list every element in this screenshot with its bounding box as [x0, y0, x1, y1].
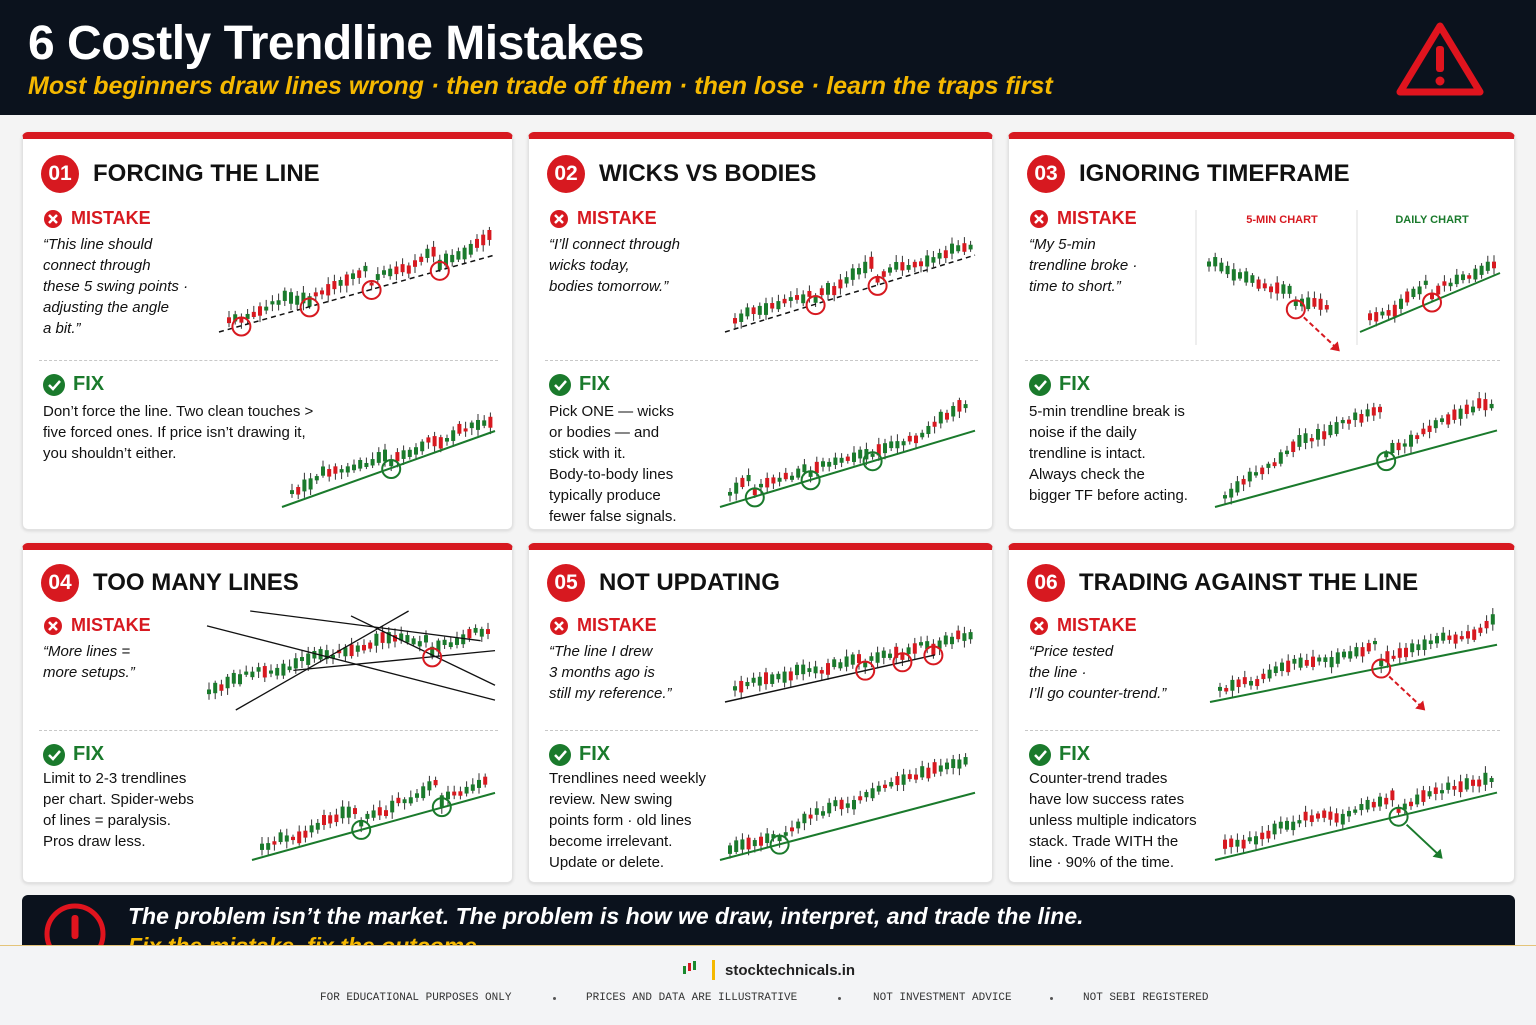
mistake-text: “This line should: [43, 236, 153, 253]
fix-text: Body-to-body lines: [549, 466, 674, 483]
card-title: FORCING THE LINE: [93, 160, 320, 187]
separator-dot: [553, 997, 556, 1000]
subtitle: Most beginners draw lines wrong · then t…: [28, 72, 1053, 100]
mistake-text: still my reference.”: [549, 685, 672, 702]
warning-icon: [1396, 22, 1484, 96]
fix-label: FIX: [73, 373, 105, 395]
fix-text: Trendlines need weekly: [549, 770, 707, 787]
card-title: TOO MANY LINES: [93, 569, 299, 596]
mistake-text: “Price tested: [1029, 643, 1114, 660]
fix-text: you shouldn’t either.: [43, 445, 177, 462]
mistake-label: MISTAKE: [577, 615, 657, 635]
card: 01 FORCING THE LINE MISTAKE “This line shou…: [22, 132, 513, 530]
card-title: TRADING AGAINST THE LINE: [1079, 569, 1419, 596]
mistake-text: “I’ll connect through: [549, 236, 680, 253]
disclaimer: FOR EDUCATIONAL PURPOSES ONLY: [320, 992, 512, 1004]
divider: [39, 730, 498, 731]
mistake-label: MISTAKE: [1057, 208, 1137, 228]
fix-text: become irrelevant.: [549, 833, 673, 850]
fix-text: Don’t force the line. Two clean touches …: [43, 403, 314, 420]
separator-dot: [1050, 997, 1053, 1000]
card-number: 03: [1027, 155, 1065, 193]
fix-text: of lines = paralysis.: [43, 812, 171, 829]
fix-text: typically produce: [549, 487, 661, 504]
brand: stocktechnicals.in: [725, 962, 856, 979]
fix-text: bigger TF before acting.: [1029, 487, 1188, 504]
mistake-label: MISTAKE: [577, 208, 657, 228]
fix-text: Always check the: [1029, 466, 1145, 483]
card-number: 02: [547, 155, 585, 193]
fix-text: Limit to 2-3 trendlines: [43, 770, 187, 787]
card: 03 IGNORING TIMEFRAME MISTAKE “My 5-min tren…: [1008, 132, 1515, 530]
separator-dot: [838, 997, 841, 1000]
card: 05 NOT UPDATING MISTAKE “The line I drew 3 m…: [528, 543, 993, 883]
brand-logo: [683, 960, 715, 980]
mistake-text: the line ·: [1029, 664, 1087, 681]
disclaimer: NOT SEBI REGISTERED: [1083, 992, 1209, 1004]
divider: [545, 360, 978, 361]
mistake-text: wicks today,: [549, 257, 630, 274]
mistake-text: time to short.”: [1029, 278, 1121, 295]
header: 6 Costly Trendline Mistakes Most beginne…: [0, 0, 1536, 115]
mistake-text: trendline broke ·: [1029, 257, 1138, 274]
card-title: WICKS VS BODIES: [599, 160, 817, 187]
card-number: 04: [41, 564, 79, 602]
fix-label: FIX: [579, 373, 611, 395]
fix-text: per chart. Spider-webs: [43, 791, 194, 808]
divider: [1025, 360, 1500, 361]
card: 02 WICKS VS BODIES MISTAKE “I’ll connect th…: [528, 132, 993, 530]
banner-line: The problem isn’t the market. The proble…: [128, 903, 1084, 929]
title: 6 Costly Trendline Mistakes: [28, 17, 645, 70]
fix-text: or bodies — and: [549, 424, 660, 441]
fix-text: Pros draw less.: [43, 833, 146, 850]
mistake-text: bodies tomorrow.”: [549, 278, 669, 295]
mistake-text: 3 months ago is: [549, 664, 655, 681]
disclaimer: PRICES AND DATA ARE ILLUSTRATIVE: [586, 992, 798, 1004]
fix-text: 5-min trendline break is: [1029, 403, 1185, 420]
card-number: 06: [1027, 564, 1065, 602]
mistake-text: adjusting the angle: [43, 299, 169, 316]
mistake-text: connect through: [43, 257, 151, 274]
fix-label: FIX: [73, 743, 105, 765]
mistake-text: these 5 swing points ·: [43, 278, 189, 295]
mistake-text: “My 5-min: [1029, 236, 1096, 253]
card-number: 01: [41, 155, 79, 193]
fix-text: fewer false signals.: [549, 508, 677, 525]
card: 04 TOO MANY LINES MISTAKE “More lines = more…: [22, 543, 513, 883]
fix-text: unless multiple indicators: [1029, 812, 1197, 829]
mistake-label: MISTAKE: [71, 615, 151, 635]
fix-text: line · 90% of the time.: [1029, 854, 1175, 871]
fix-text: Pick ONE — wicks: [549, 403, 675, 420]
fix-text: trendline is intact.: [1029, 445, 1146, 462]
card: 06 TRADING AGAINST THE LINE MISTAKE “Price …: [1008, 543, 1515, 883]
fix-label: FIX: [579, 743, 611, 765]
disclaimer: NOT INVESTMENT ADVICE: [873, 992, 1012, 1004]
fix-text: have low success rates: [1029, 791, 1185, 808]
mistake-text: more setups.”: [43, 664, 135, 681]
fix-label: FIX: [1059, 373, 1091, 395]
mistake-text: “More lines =: [43, 643, 131, 660]
fix-text: Counter-trend trades: [1029, 770, 1168, 787]
mistake-text: a bit.”: [43, 320, 81, 337]
divider: [545, 730, 978, 731]
card-title: NOT UPDATING: [599, 569, 780, 596]
card-title: IGNORING TIMEFRAME: [1079, 160, 1350, 187]
mistake-label: MISTAKE: [71, 208, 151, 228]
fix-text: points form · old lines: [549, 812, 692, 829]
card-number: 05: [547, 564, 585, 602]
fix-text: stack. Trade WITH the: [1029, 833, 1179, 850]
mistake-text: “The line I drew: [549, 643, 653, 660]
mistake-text: I’ll go counter-trend.”: [1029, 685, 1167, 702]
fix-text: stick with it.: [549, 445, 626, 462]
divider: [39, 360, 498, 361]
fix-text: review. New swing: [549, 791, 673, 808]
fix-label: FIX: [1059, 743, 1091, 765]
fix-text: noise if the daily: [1029, 424, 1137, 441]
fix-text: five forced ones. If price isn’t drawing…: [43, 424, 306, 441]
footer: stocktechnicals.in FOR EDUCATIONAL PURPO…: [0, 945, 1536, 1025]
divider: [1025, 730, 1500, 731]
fix-text: Update or delete.: [549, 854, 665, 871]
mistake-label: MISTAKE: [1057, 615, 1137, 635]
